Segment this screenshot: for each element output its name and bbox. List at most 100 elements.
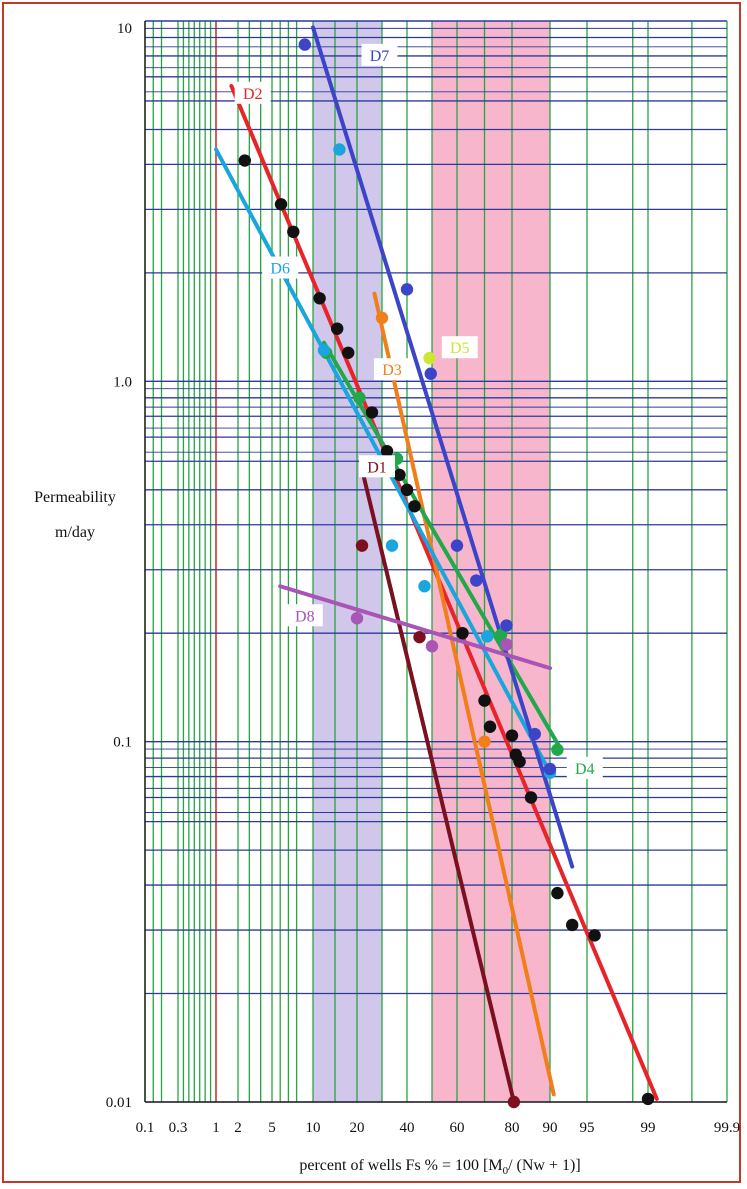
point-d8 [350, 612, 364, 625]
series-label-bg [234, 81, 271, 104]
fit-line-d3 [372, 291, 556, 1097]
x-tick-label: 90 [543, 1120, 558, 1136]
point-d2 [566, 918, 579, 932]
shaded-bands [145, 21, 550, 1102]
y-axis-label-line1: Permeability [34, 489, 116, 506]
series-label-bg [566, 756, 603, 779]
series-label-bg [286, 604, 323, 627]
point-d2 [478, 694, 491, 707]
series-label-bg [359, 455, 395, 478]
point-d2 [400, 483, 414, 497]
series-label-bg [262, 256, 299, 279]
fit-line-d1 [360, 467, 516, 1104]
point-d4 [551, 743, 564, 756]
series-label-bg [374, 358, 410, 381]
series-label-d1: D1 [367, 459, 387, 476]
x-tick-label: 60 [450, 1120, 465, 1136]
x-tick-label: 40 [400, 1120, 415, 1136]
point-d8 [500, 638, 513, 651]
x-tick-label: 20 [350, 1120, 365, 1136]
point-d2 [513, 755, 526, 768]
fit-line-d2 [229, 84, 659, 1101]
point-d2 [287, 225, 300, 239]
y-axis-label-line2: m/day [55, 524, 95, 541]
x-axis-label-pre: percent of wells Fs % = 100 [M [299, 1157, 502, 1174]
band-0 [145, 21, 216, 1102]
point-d1 [413, 630, 426, 644]
point-d6 [481, 630, 494, 643]
y-tick-label: 10 [117, 21, 132, 37]
y-tick-label: 0.01 [106, 1095, 132, 1111]
band-1 [313, 21, 382, 1102]
point-d2 [393, 468, 406, 482]
point-d2 [641, 1092, 655, 1106]
x-tick-label: 99.9 [714, 1120, 740, 1136]
fit-line-d8 [278, 584, 552, 671]
series-label-d7: D7 [370, 48, 390, 65]
tick-labels: 0.1 0.3 1 2 5 10 20 40 60 80 90 95 99 99.9101.00.10.0… [106, 21, 740, 1136]
x-axis-label-post: / (Nw + 1)] [508, 1157, 581, 1174]
y-tick-label: 0.1 [113, 735, 132, 751]
series-label-d2: D2 [243, 86, 263, 103]
point-d6 [385, 539, 399, 552]
x-tick-label: 10 [306, 1120, 321, 1136]
point-d2 [524, 791, 538, 804]
x-tick-label: 0.1 [136, 1120, 155, 1136]
point-d2 [588, 929, 601, 942]
x-tick-label: 5 [268, 1120, 276, 1136]
point-d7 [298, 38, 311, 51]
point-d2 [313, 292, 326, 305]
series-label-bg [361, 43, 398, 66]
point-d2 [342, 346, 355, 360]
point-d2 [408, 500, 421, 513]
x-tick-label: 2 [234, 1120, 242, 1136]
point-d4 [353, 391, 366, 405]
point-d7 [424, 367, 437, 380]
point-d6 [317, 344, 331, 357]
point-d3 [375, 311, 389, 325]
series-label-d8: D8 [295, 608, 315, 625]
point-d3 [478, 735, 491, 748]
point-d2 [483, 720, 497, 733]
point-d2 [238, 154, 251, 167]
x-axis-label: percent of wells Fs % = 100 [M0/ (Nw + 1… [299, 1157, 580, 1177]
point-d5 [423, 351, 436, 365]
series-label-d4: D4 [575, 761, 595, 778]
x-tick-label: 80 [505, 1120, 520, 1136]
x-tick-label: 99 [641, 1120, 656, 1136]
series-label-bg [441, 336, 478, 359]
x-axis-label-sub: 0 [503, 1165, 509, 1177]
point-d7 [500, 619, 513, 632]
point-d7 [470, 574, 483, 587]
point-d6 [333, 143, 346, 156]
x-tick-label: 0.3 [169, 1120, 188, 1136]
fit-lines [214, 25, 659, 1104]
point-d2 [274, 198, 288, 211]
point-d2 [365, 406, 379, 419]
point-d7 [528, 727, 541, 741]
point-d4 [494, 628, 508, 641]
point-d2 [551, 886, 564, 900]
point-d8 [425, 640, 439, 653]
fit-line-d7 [311, 25, 575, 869]
point-d6 [418, 580, 431, 593]
x-tick-label: 95 [580, 1120, 595, 1136]
grid-lines [144, 20, 728, 1103]
point-d2 [505, 729, 519, 742]
data-points [238, 38, 655, 1109]
series-labels: D1 D2 D3 D4 D5 D6 D7 D8 [234, 43, 603, 779]
series-label-d5: D5 [450, 340, 470, 357]
point-d2 [456, 626, 469, 640]
point-d1 [355, 539, 369, 552]
series-label-d3: D3 [382, 362, 402, 379]
point-d7 [400, 283, 414, 296]
point-d2 [331, 322, 344, 335]
fit-line-d4 [322, 340, 564, 752]
point-d7 [543, 762, 557, 776]
point-d7 [450, 539, 464, 552]
point-d1 [507, 1095, 521, 1109]
point-d2 [380, 444, 394, 458]
x-tick-label: 1 [212, 1120, 220, 1136]
series-label-d6: D6 [270, 261, 290, 278]
